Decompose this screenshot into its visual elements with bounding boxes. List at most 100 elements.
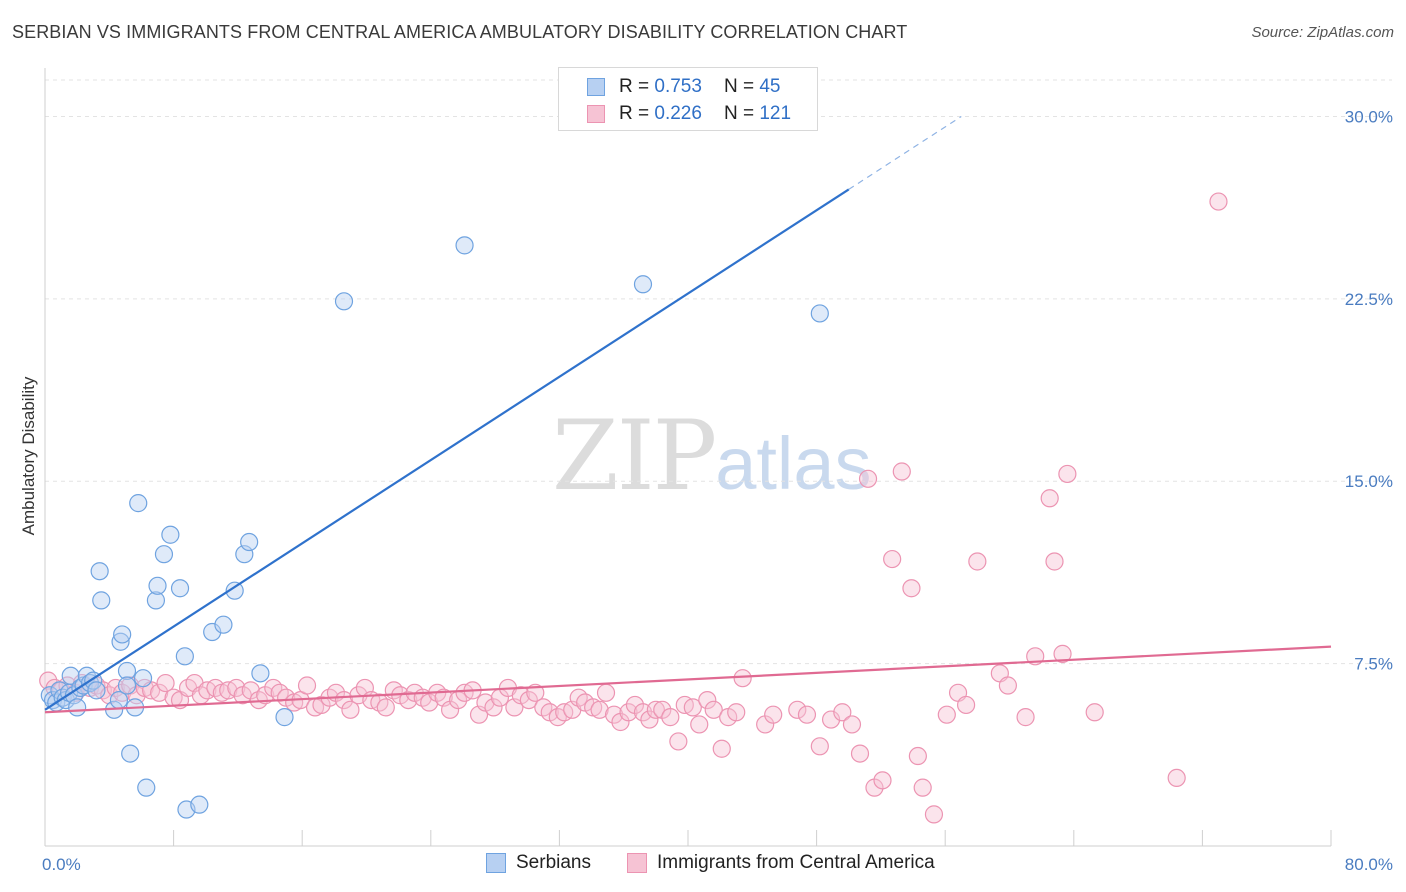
point-central-america — [596, 683, 616, 702]
legend-r-label: R = — [619, 103, 650, 124]
trend-extension-serbians — [848, 115, 962, 190]
watermark-zip: ZIP — [552, 400, 717, 512]
point-central-america — [998, 676, 1017, 695]
series-name-serbians: Serbians — [516, 852, 591, 873]
point-central-america — [341, 700, 360, 719]
axes — [44, 68, 1332, 847]
data-points — [39, 192, 1228, 824]
series-legend: Serbians Immigrants from Central America — [0, 852, 1406, 876]
point-central-america — [1085, 703, 1104, 722]
point-serbians — [68, 698, 87, 717]
chart-title: SERBIAN VS IMMIGRANTS FROM CENTRAL AMERI… — [12, 22, 908, 42]
point-central-america — [704, 700, 723, 719]
series-swatch-serbians — [486, 853, 506, 873]
legend-n-value: 45 — [759, 76, 781, 97]
point-central-america — [590, 700, 609, 719]
point-serbians — [92, 591, 111, 610]
legend-swatch-serbians — [587, 78, 605, 96]
point-central-america — [858, 469, 878, 488]
point-central-america — [913, 778, 932, 797]
point-central-america — [640, 710, 659, 729]
point-central-america — [712, 739, 731, 758]
point-central-america — [698, 690, 717, 710]
point-central-america — [604, 705, 624, 724]
point-central-america — [519, 690, 538, 710]
point-central-america — [810, 737, 829, 756]
x-tick-label: 80.0% — [1345, 855, 1393, 874]
point-serbians — [203, 622, 222, 642]
point-serbians — [90, 562, 109, 581]
legend-n-value: 121 — [759, 103, 792, 124]
point-serbians — [190, 795, 209, 814]
point-central-america — [526, 683, 545, 702]
point-central-america — [797, 705, 817, 724]
point-central-america — [683, 698, 702, 717]
point-central-america — [156, 673, 175, 693]
trend-line-serbians — [44, 188, 850, 711]
point-central-america — [842, 715, 862, 734]
point-serbians — [214, 615, 233, 634]
point-central-america — [297, 676, 317, 695]
trend-line-central-america — [44, 645, 1332, 714]
point-central-america — [661, 708, 680, 727]
point-central-america — [956, 695, 976, 715]
point-central-america — [727, 703, 746, 722]
legend-n-label: N = — [723, 76, 755, 97]
point-central-america — [764, 705, 783, 724]
point-serbians — [61, 666, 80, 685]
point-central-america — [1040, 489, 1059, 508]
watermark: ZIPatlas — [552, 400, 872, 512]
point-central-america — [1167, 768, 1186, 788]
point-central-america — [669, 732, 688, 751]
series-swatch-central-america — [627, 853, 647, 873]
y-tick-label: 7.5% — [1354, 655, 1393, 674]
point-central-america — [1209, 192, 1228, 211]
point-serbians — [121, 744, 140, 763]
point-serbians — [133, 669, 153, 688]
point-central-america — [968, 552, 987, 571]
point-serbians — [148, 576, 167, 595]
point-central-america — [908, 746, 927, 766]
correlation-legend: R = 0.753 N = 45 R = 0.226 N = 121 — [558, 67, 818, 131]
point-serbians — [146, 591, 166, 610]
point-serbians — [113, 625, 132, 644]
legend-r-value: 0.226 — [654, 103, 702, 124]
point-serbians — [170, 579, 190, 598]
y-tick-label: 22.5% — [1345, 290, 1393, 309]
point-central-america — [788, 700, 807, 719]
point-serbians — [810, 304, 829, 323]
point-serbians — [633, 275, 653, 294]
point-central-america — [399, 690, 418, 710]
point-central-america — [924, 805, 944, 824]
point-serbians — [137, 778, 156, 797]
trend-lines — [44, 115, 1332, 714]
point-serbians — [117, 676, 137, 695]
point-central-america — [1053, 644, 1072, 663]
series-legend-central-america: Immigrants from Central America — [627, 852, 935, 874]
x-tick-label: 0.0% — [42, 855, 81, 874]
point-serbians — [175, 647, 194, 666]
tick-labels: 7.5% 15.0% 22.5% 30.0% 0.0% 80.0% — [42, 107, 1393, 874]
point-central-america — [883, 549, 902, 569]
source-label: Source: ZipAtlas.com — [1251, 24, 1394, 41]
point-serbians — [275, 708, 294, 727]
point-central-america — [821, 710, 841, 729]
point-central-america — [484, 698, 503, 717]
legend-swatch-central-america — [587, 105, 605, 123]
point-central-america — [1016, 708, 1035, 727]
y-tick-label: 15.0% — [1345, 472, 1393, 491]
legend-row-central-america: R = 0.226 N = 121 — [559, 101, 791, 127]
point-central-america — [902, 579, 921, 598]
y-tick-label: 30.0% — [1345, 107, 1393, 126]
point-serbians — [161, 525, 180, 544]
point-central-america — [619, 703, 638, 722]
point-serbians — [251, 664, 270, 683]
point-central-america — [892, 462, 911, 481]
point-central-america — [733, 669, 752, 688]
series-legend-serbians: Serbians — [486, 852, 591, 874]
point-central-america — [646, 700, 665, 719]
point-central-america — [1045, 552, 1064, 571]
point-serbians — [87, 681, 106, 700]
point-central-america — [150, 683, 169, 702]
